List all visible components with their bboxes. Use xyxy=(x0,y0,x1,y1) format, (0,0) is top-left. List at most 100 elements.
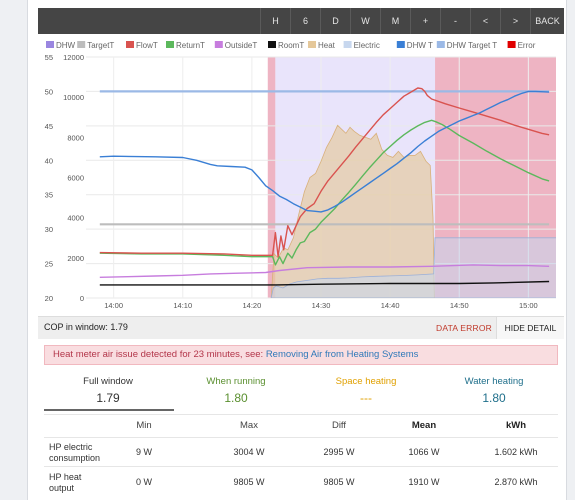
summary-when-running[interactable]: When running 1.80 xyxy=(172,376,300,405)
outsidet-line xyxy=(99,264,550,278)
legend-swatch xyxy=(46,41,54,48)
x-tick: 14:40 xyxy=(381,301,400,310)
legend-label: TargetT xyxy=(87,41,114,50)
flowt-line xyxy=(99,87,550,258)
back-button[interactable]: BACK xyxy=(530,8,564,34)
legend-swatch xyxy=(268,41,276,48)
summary-water-heating[interactable]: Water heating 1.80 xyxy=(430,376,558,405)
stats-table: Min Max Diff Mean kWh HP electric consum… xyxy=(44,414,558,497)
chart-toolbar: H 6 D W M + - < > BACK xyxy=(38,8,564,34)
air-issue-alert: Heat meter air issue detected for 23 min… xyxy=(44,345,558,365)
legend-label: OutsideT xyxy=(225,41,258,50)
x-tick: 14:20 xyxy=(242,301,261,310)
heatpump-chart[interactable]: DHW TargetT FlowT ReturnT OutsideT RoomT Heat E… xyxy=(0,0,575,316)
x-tick: 14:10 xyxy=(173,301,192,310)
legend-label: Error xyxy=(518,41,536,50)
cop-value: 1.79 xyxy=(110,322,128,332)
hide-detail-button[interactable]: HIDE DETAIL xyxy=(496,317,564,339)
range-day-button[interactable]: D xyxy=(320,8,350,34)
col-header-diff: Diff xyxy=(331,420,347,431)
y-right-tick: 6000 xyxy=(67,174,84,183)
range-week-button[interactable]: W xyxy=(350,8,380,34)
summary-value: 1.80 xyxy=(224,391,248,405)
range-month-button[interactable]: M xyxy=(380,8,410,34)
legend-label: DHW T xyxy=(407,41,433,50)
legend-label: ReturnT xyxy=(176,41,205,50)
alert-text: Heat meter air issue detected for 23 min… xyxy=(53,349,266,360)
legend-swatch xyxy=(214,41,223,48)
data-error-button[interactable]: DATA ERROR xyxy=(436,323,492,333)
zoom-out-button[interactable]: - xyxy=(440,8,470,34)
cell-diff: 9805 W xyxy=(323,477,355,487)
cell-max: 9805 W xyxy=(233,477,265,487)
y-right-tick: 8000 xyxy=(67,133,84,142)
cell-min: 9 W xyxy=(135,447,152,457)
legend-swatch xyxy=(308,41,316,48)
y-right-tick: 0 xyxy=(80,294,84,303)
table-header-row: Min Max Diff Mean kWh xyxy=(44,414,558,437)
alert-link[interactable]: Removing Air from Heating Systems xyxy=(265,349,419,360)
y-right-tick: 10000 xyxy=(63,93,84,102)
legend-swatch xyxy=(396,41,405,48)
cell-min: 0 W xyxy=(135,477,152,487)
summary-full-window[interactable]: Full window 1.79 xyxy=(44,376,172,405)
pan-left-button[interactable]: < xyxy=(470,8,500,34)
range-6h-button[interactable]: 6 xyxy=(290,8,320,34)
col-header-mean: Mean xyxy=(411,420,437,431)
right-panel-edge xyxy=(566,0,575,500)
legend-label: Heat xyxy=(318,41,336,50)
legend-swatch xyxy=(507,41,516,48)
error-band xyxy=(267,57,276,298)
cell-mean: 1910 W xyxy=(408,477,440,487)
x-tick: 15:00 xyxy=(519,301,538,310)
y-left-tick: 55 xyxy=(45,53,53,62)
pan-right-button[interactable]: > xyxy=(500,8,530,34)
y-right-tick: 4000 xyxy=(67,214,84,223)
legend-swatch xyxy=(436,41,445,48)
dhw-t-line xyxy=(99,90,550,213)
summary-title: When running xyxy=(206,376,266,387)
y-right-tick: 2000 xyxy=(67,254,84,263)
table-row: HP heat output 0 W 9805 W 9805 W 1910 W … xyxy=(44,466,558,497)
y-left-tick: 35 xyxy=(45,191,53,200)
cop-label: COP in window: 1.79 xyxy=(44,322,128,332)
y-right-tick: 12000 xyxy=(63,53,84,62)
y-left-tick: 40 xyxy=(45,156,53,165)
cop-bar: COP in window: 1.79 DATA ERROR HIDE DETA… xyxy=(38,316,564,339)
summary-value: --- xyxy=(360,391,372,405)
summary-title: Space heating xyxy=(335,376,397,387)
zoom-in-button[interactable]: + xyxy=(410,8,440,34)
range-hour-button[interactable]: H xyxy=(260,8,290,34)
legend-swatch xyxy=(166,41,174,48)
col-header-kwh: kWh xyxy=(505,420,527,431)
legend-swatch xyxy=(77,41,86,48)
legend-swatch xyxy=(343,41,352,48)
returnt-line xyxy=(99,119,550,266)
y-left-tick: 20 xyxy=(45,294,53,303)
summary-space-heating[interactable]: Space heating --- xyxy=(302,376,430,405)
cell-max: 3004 W xyxy=(233,447,265,457)
y-left-tick: 50 xyxy=(45,87,53,96)
row-label: HP electric consumption xyxy=(49,442,101,463)
cell-diff: 2995 W xyxy=(323,447,355,457)
row-label: HP heat output xyxy=(49,472,82,493)
legend-label: DHW Target T xyxy=(447,41,497,50)
y-left-tick: 25 xyxy=(45,260,53,269)
summary-active-underline xyxy=(44,409,174,411)
legend-label: DHW xyxy=(56,41,76,50)
table-row: HP electric consumption 9 W 3004 W 2995 … xyxy=(44,437,558,466)
summary-value: 1.80 xyxy=(482,391,506,405)
legend-label: Electric xyxy=(354,41,380,50)
col-header-max: Max xyxy=(240,420,258,431)
summary-title: Water heating xyxy=(464,376,524,387)
x-tick: 14:50 xyxy=(450,301,469,310)
legend-swatch xyxy=(126,41,134,48)
cell-kwh: 1.602 kWh xyxy=(494,447,538,457)
left-panel-edge xyxy=(0,0,28,500)
roomt-line xyxy=(99,280,550,286)
summary-value: 1.79 xyxy=(96,391,120,405)
heat-area xyxy=(270,124,435,298)
legend-label: RoomT xyxy=(278,41,304,50)
y-left-tick: 30 xyxy=(45,225,53,234)
cell-kwh: 2.870 kWh xyxy=(494,477,538,487)
